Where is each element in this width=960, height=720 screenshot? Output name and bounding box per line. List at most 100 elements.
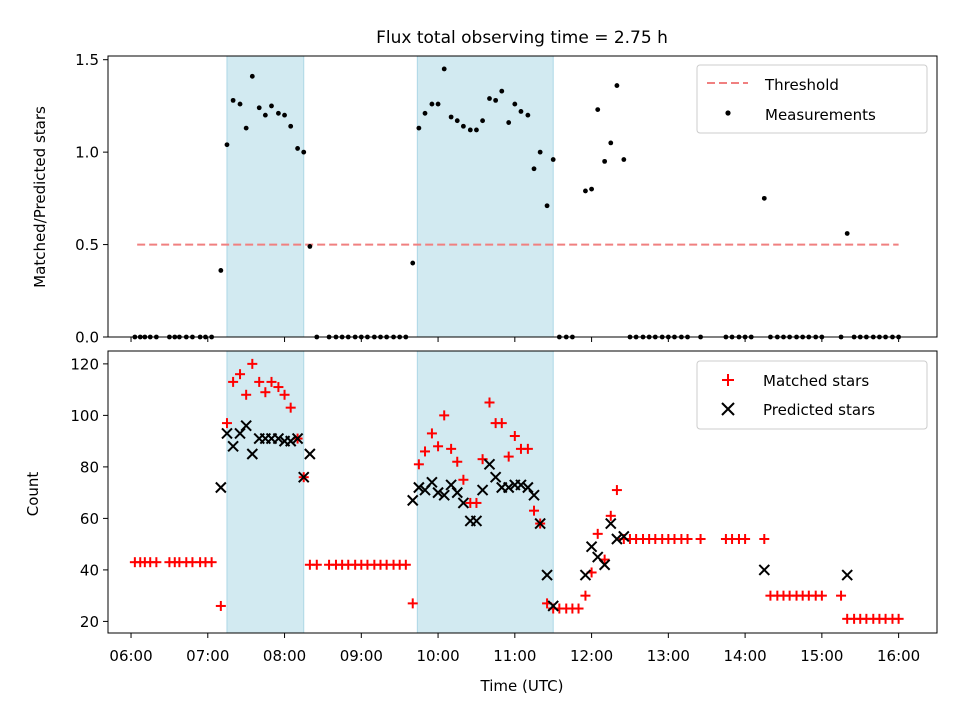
ratio-ytick-label: 1.0 [75, 144, 99, 162]
ratio-legend: Threshold Measurements [696, 64, 928, 134]
xtick-label: 09:00 [340, 647, 383, 665]
matched-star-point [206, 557, 217, 568]
predicted-star-point [758, 564, 770, 576]
predicted-star-point [215, 481, 227, 494]
predicted-star-point [579, 569, 592, 581]
predicted-star-point [598, 559, 611, 571]
matched-star-point [503, 451, 514, 462]
matched-star-point [573, 603, 584, 614]
predicted-star-point [515, 479, 527, 491]
matched-star-point [413, 459, 424, 470]
matched-star-point [740, 534, 751, 544]
measurement-point [410, 260, 416, 266]
matched-star-point [151, 557, 162, 568]
measurement-point [487, 96, 492, 101]
count-ytick-label: 40 [80, 561, 99, 579]
measurement-point [269, 103, 274, 109]
measurement-point [589, 186, 594, 192]
predicted-star-point [841, 569, 853, 581]
measurement-point [544, 203, 550, 209]
measurement-point [525, 112, 531, 118]
measurement-point [435, 101, 441, 107]
measurement-point [518, 109, 524, 114]
xtick-label: 12:00 [570, 647, 613, 665]
matched-star-point [400, 559, 411, 570]
measurement-point [474, 127, 479, 133]
count-ylabel: Count [24, 472, 42, 517]
measurement-point [512, 101, 518, 107]
xtick-label: 10:00 [416, 647, 459, 665]
matched-star-point [522, 443, 533, 454]
measurement-point [282, 112, 287, 118]
predicted-star-point [432, 486, 444, 499]
matched-star-point [221, 418, 232, 429]
measurement-point [550, 157, 556, 162]
matched-star-point [816, 590, 827, 601]
predicted-star-point [522, 481, 534, 494]
measurement-point [531, 166, 537, 172]
predicted-star-point [438, 489, 450, 501]
matched-star-point [260, 387, 271, 398]
predicted-star-point [618, 530, 630, 543]
predicted-star-point [413, 481, 425, 494]
matched-star-point [580, 590, 591, 601]
predicted-star-point [605, 517, 617, 530]
count-legend: Matched stars Predicted stars [696, 360, 928, 430]
matched-star-point [433, 441, 444, 452]
count-legend-box [696, 360, 928, 430]
predicted-star-point [534, 517, 546, 530]
ratio-ytick-label: 0.5 [75, 236, 99, 254]
predicted-star-point [476, 484, 489, 496]
matched-star-point [285, 402, 296, 413]
matched-star-point [215, 600, 226, 611]
chart-title: Flux total observing time = 2.75 h [376, 28, 668, 48]
matched-star-point [254, 376, 265, 387]
count-ytick-label: 60 [80, 510, 99, 528]
count-shaded-interval-1 [226, 350, 305, 634]
measurement-point [602, 158, 608, 164]
matched-star-point [439, 410, 450, 421]
xtick-label: 07:00 [186, 647, 229, 665]
x-axis-label: Time (UTC) [480, 677, 564, 695]
legend-predicted-label: Predicted stars [763, 401, 875, 419]
matched-star-point [682, 534, 693, 544]
matched-star-point [484, 397, 495, 408]
predicted-star-point [291, 432, 304, 445]
matched-star-point [605, 510, 616, 521]
matched-star-point [592, 528, 603, 539]
measurement-point [493, 97, 499, 103]
count-ytick-label: 120 [70, 355, 99, 373]
measurement-point [237, 101, 243, 107]
measurement-point [583, 188, 588, 194]
matched-star-point [471, 497, 482, 508]
matched-star-point [446, 443, 457, 454]
ratio-legend-box [696, 64, 928, 134]
matched-star-point [420, 446, 431, 457]
measurement-point [608, 140, 614, 146]
legend-measurements-label: Measurements [765, 106, 876, 124]
measurement-point [499, 88, 505, 94]
ratio-ytick-label: 1.5 [75, 51, 99, 69]
matched-star-point [311, 559, 322, 570]
matched-star-point [529, 505, 540, 516]
predicted-star-point [528, 489, 540, 501]
measurement-point [448, 114, 454, 120]
xtick-label: 11:00 [493, 647, 536, 665]
matched-star-point [695, 534, 706, 544]
measurement-point [506, 120, 512, 125]
predicted-star-point [445, 479, 457, 491]
matched-star-point [241, 389, 252, 400]
count-axes-frame [107, 350, 938, 634]
predicted-star-point [585, 541, 598, 553]
predicted-star-point [284, 435, 297, 447]
predicted-star-point [221, 427, 233, 440]
predicted-star-point [483, 458, 496, 471]
matched-star-point [235, 369, 246, 380]
matched-star-point [759, 534, 770, 544]
matched-star-point [426, 428, 437, 439]
predicted-star-point [457, 497, 470, 509]
ratio-axes-frame [107, 55, 938, 338]
measurement-point [224, 142, 230, 148]
measurement-point [262, 112, 268, 118]
